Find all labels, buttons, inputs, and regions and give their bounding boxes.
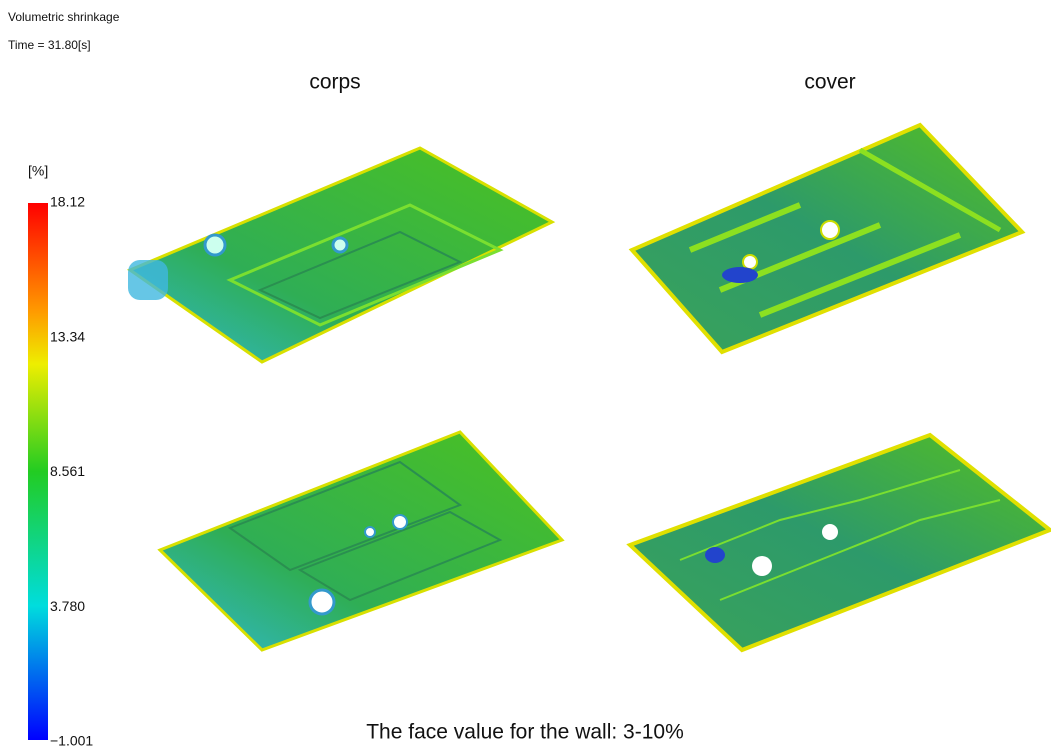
scale-label: 18.12 [50, 194, 85, 210]
page: Volumetric shrinkage Time = 31.80[s] cor… [0, 0, 1051, 754]
part-render [128, 148, 552, 362]
scale-label: 8.561 [50, 463, 85, 479]
scale-labels: 18.12 13.34 8.561 3.780 −1.001 [50, 194, 93, 749]
column-label: cover [804, 71, 855, 94]
part-render [160, 432, 562, 650]
part-render [630, 435, 1050, 650]
color-bar [28, 203, 48, 740]
scale-label: 13.34 [50, 328, 85, 344]
scale-unit: [%] [28, 163, 48, 179]
scale-label: 3.780 [50, 598, 85, 614]
caption: The face value for the wall: 3-10% [366, 721, 684, 744]
column-label: corps [309, 71, 360, 94]
scale-label: −1.001 [50, 733, 93, 749]
part-render [632, 125, 1022, 352]
title: Volumetric shrinkage [8, 10, 120, 24]
figure: Volumetric shrinkage Time = 31.80[s] cor… [0, 0, 1051, 754]
time: Time = 31.80[s] [8, 38, 91, 52]
